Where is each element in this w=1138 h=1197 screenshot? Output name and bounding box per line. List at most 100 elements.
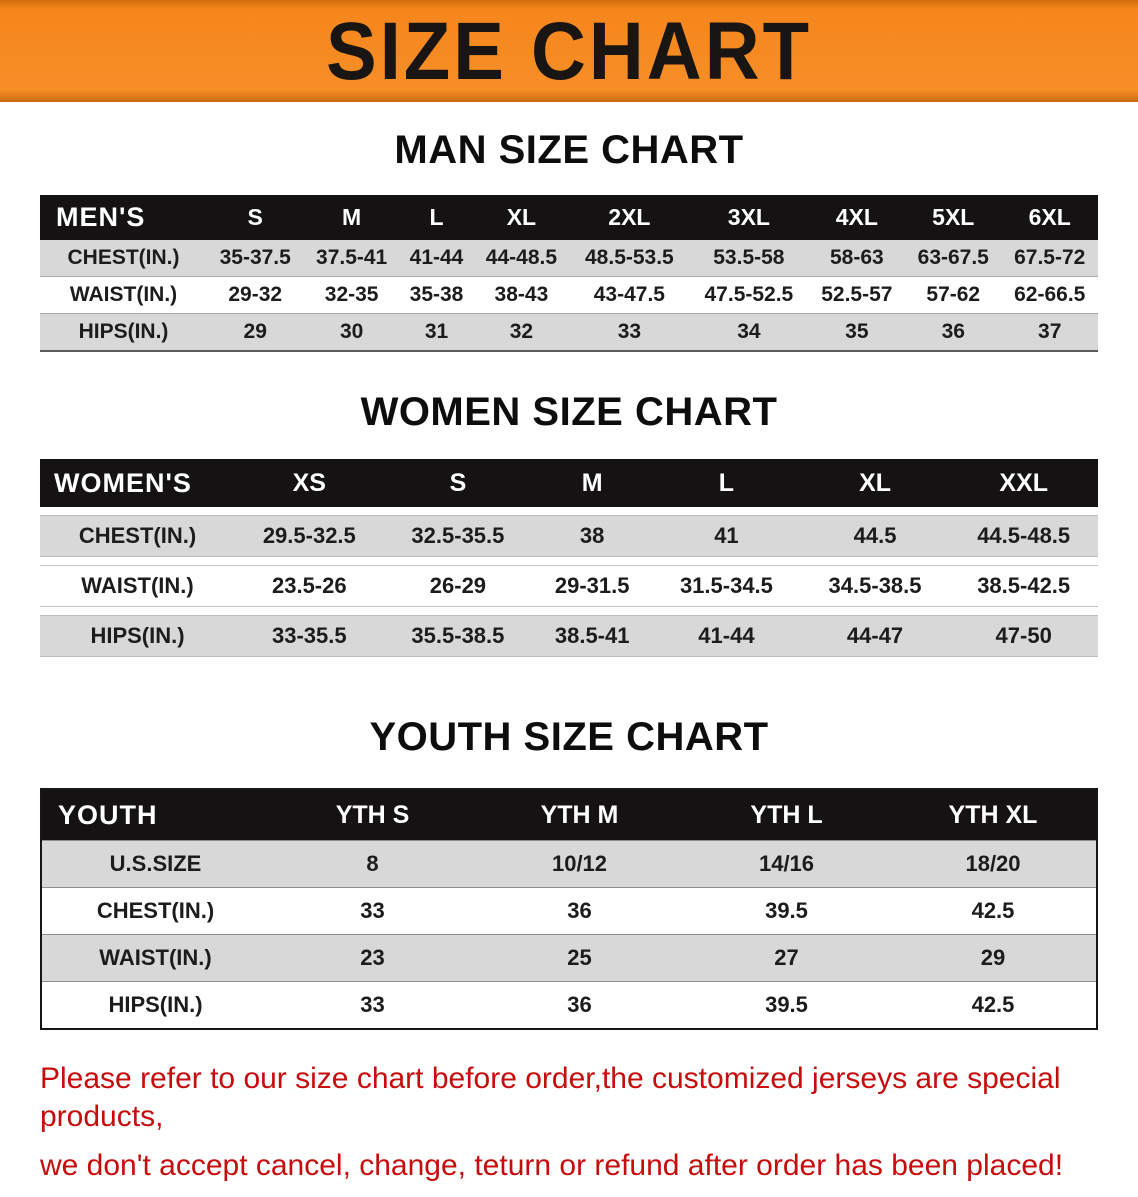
size-header-cell: 6XL bbox=[1001, 195, 1098, 240]
value-cell: 29-32 bbox=[228, 283, 283, 306]
row-label-cell: WAIST(IN.) bbox=[41, 934, 269, 982]
value-cell: 25 bbox=[476, 934, 683, 982]
size-header-cell: L bbox=[399, 195, 474, 240]
value-cell: 31 bbox=[424, 320, 449, 343]
value-cell: 14/16 bbox=[683, 840, 890, 888]
size-header-cell: XL bbox=[473, 195, 570, 240]
value-cell: 53.5-58 bbox=[713, 246, 785, 269]
value-cell: 41 bbox=[652, 515, 801, 557]
value-cell: 34 bbox=[737, 320, 761, 343]
row-label-cell: CHEST(IN.) bbox=[41, 887, 269, 935]
row-label-cell: WAIST(IN.) bbox=[69, 283, 178, 306]
value-cell: 31.5-34.5 bbox=[652, 565, 801, 607]
men-size-table: MEN'S S M L XL 2XL 3XL 4XL 5XL 6XL CHEST(IN.) 35-37… bbox=[40, 195, 1098, 352]
value-cell: 23.5-26 bbox=[235, 565, 384, 607]
value-cell: 41-44 bbox=[652, 615, 801, 657]
value-cell: 37 bbox=[1038, 320, 1062, 343]
value-cell: 58-63 bbox=[829, 246, 884, 269]
row-label-cell: HIPS(IN.) bbox=[41, 981, 269, 1029]
table-row: HIPS(IN.) 33-35.5 35.5-38.5 38.5-41 41-44 44-… bbox=[40, 615, 1098, 657]
value-cell: 38.5-41 bbox=[532, 615, 653, 657]
value-cell: 33-35.5 bbox=[235, 615, 384, 657]
row-label-cell: HIPS(IN.) bbox=[40, 615, 235, 657]
size-header-cell: YTH S bbox=[269, 789, 476, 841]
value-cell: 38 bbox=[532, 515, 653, 557]
disclaimer-line-2: we don't accept cancel, change, teturn o… bbox=[40, 1149, 1064, 1182]
youth-size-table: YOUTH YTH S YTH M YTH L YTH XL U.S.SIZE 8 10/12… bbox=[40, 788, 1098, 1030]
value-cell: 37.5-41 bbox=[316, 246, 388, 269]
table-header-row: YOUTH YTH S YTH M YTH L YTH XL bbox=[41, 789, 1097, 841]
value-cell: 18/20 bbox=[890, 840, 1097, 888]
value-cell: 27 bbox=[683, 934, 890, 982]
value-cell: 42.5 bbox=[890, 981, 1097, 1029]
value-cell: 39.5 bbox=[683, 887, 890, 935]
man-size-chart-heading: MAN SIZE CHART bbox=[394, 128, 744, 172]
table-title-cell: MEN'S bbox=[40, 195, 207, 240]
value-cell: 36 bbox=[941, 320, 965, 343]
value-cell: 33 bbox=[269, 981, 476, 1029]
value-cell: 32-35 bbox=[324, 283, 379, 306]
youth-size-chart-section: YOUTH SIZE CHART YOUTH YTH S YTH M YTH L YTH… bbox=[0, 715, 1138, 1030]
table-row: U.S.SIZE 8 10/12 14/16 18/20 bbox=[41, 840, 1097, 888]
table-header-row: MEN'S S M L XL 2XL 3XL 4XL 5XL 6XL bbox=[40, 195, 1098, 240]
value-cell: 33 bbox=[617, 320, 642, 343]
value-cell: 57-62 bbox=[926, 283, 981, 306]
table-row: WAIST(IN.) 23.5-26 26-29 29-31.5 31.5-34.5 34… bbox=[40, 565, 1098, 607]
table-row: HIPS(IN.) 33 36 39.5 42.5 bbox=[41, 981, 1097, 1029]
value-cell: 29 bbox=[890, 934, 1097, 982]
value-cell: 42.5 bbox=[890, 887, 1097, 935]
top-banner: SIZE CHART bbox=[0, 0, 1138, 102]
page-title: SIZE CHART bbox=[326, 5, 812, 97]
value-cell: 44-47 bbox=[800, 615, 950, 657]
row-label-cell: CHEST(IN.) bbox=[40, 515, 235, 557]
size-header-cell: YTH L bbox=[683, 789, 890, 841]
table-row: CHEST(IN.) 33 36 39.5 42.5 bbox=[41, 887, 1097, 935]
man-size-chart-section: MAN SIZE CHART MEN'S S M L XL 2XL 3XL 4XL 5XL 6XL… bbox=[0, 128, 1138, 352]
table-row: WAIST(IN.) 23 25 27 29 bbox=[41, 934, 1097, 982]
row-label-cell: U.S.SIZE bbox=[41, 840, 269, 888]
youth-size-chart-heading: YOUTH SIZE CHART bbox=[369, 715, 769, 759]
value-cell: 43-47.5 bbox=[593, 283, 665, 306]
size-header-cell: 3XL bbox=[689, 195, 809, 240]
row-label-cell: WAIST(IN.) bbox=[40, 565, 235, 607]
value-cell: 26-29 bbox=[383, 565, 533, 607]
value-cell: 8 bbox=[269, 840, 476, 888]
value-cell: 10/12 bbox=[476, 840, 683, 888]
value-cell: 29-31.5 bbox=[532, 565, 653, 607]
value-cell: 48.5-53.5 bbox=[585, 246, 674, 269]
value-cell: 35 bbox=[845, 320, 869, 343]
table-title-cell: YOUTH bbox=[41, 789, 269, 841]
value-cell: 44.5 bbox=[800, 515, 950, 557]
size-header-cell: YTH XL bbox=[890, 789, 1097, 841]
value-cell: 35.5-38.5 bbox=[383, 615, 533, 657]
value-cell: 30 bbox=[339, 320, 364, 343]
value-cell: 47.5-52.5 bbox=[704, 283, 794, 306]
value-cell: 32.5-35.5 bbox=[383, 515, 533, 557]
table-row: WAIST(IN.) 29-32 32-35 35-38 38-43 43-47.5 47.… bbox=[40, 277, 1098, 314]
value-cell: 47-50 bbox=[949, 615, 1098, 657]
value-cell: 35-37.5 bbox=[219, 246, 291, 269]
value-cell: 36 bbox=[476, 887, 683, 935]
size-header-cell: M bbox=[532, 459, 653, 507]
size-header-cell: 4XL bbox=[808, 195, 906, 240]
women-size-table: WOMEN'S XS S M L XL XXL CHEST(IN.) 29.5-32.5 32.5… bbox=[40, 451, 1098, 665]
size-header-cell: S bbox=[207, 195, 304, 240]
table-row: CHEST(IN.) 29.5-32.5 32.5-35.5 38 41 44.5 44.5… bbox=[40, 515, 1098, 557]
value-cell: 52.5-57 bbox=[821, 283, 893, 306]
women-size-chart-section: WOMEN SIZE CHART WOMEN'S XS S M L XL XXL CHEST(… bbox=[0, 390, 1138, 665]
size-header-cell: YTH M bbox=[476, 789, 683, 841]
value-cell: 39.5 bbox=[683, 981, 890, 1029]
size-header-cell: 2XL bbox=[569, 195, 690, 240]
size-header-cell: 5XL bbox=[905, 195, 1002, 240]
value-cell: 67.5-72 bbox=[1014, 246, 1086, 269]
value-cell: 36 bbox=[476, 981, 683, 1029]
value-cell: 63-67.5 bbox=[917, 246, 989, 269]
value-cell: 32 bbox=[509, 320, 534, 343]
disclaimer-line-1: Please refer to our size chart before or… bbox=[40, 1062, 1061, 1133]
value-cell: 23 bbox=[269, 934, 476, 982]
size-header-cell: L bbox=[652, 459, 801, 507]
row-label-cell: CHEST(IN.) bbox=[67, 246, 180, 269]
row-label-cell: HIPS(IN.) bbox=[78, 320, 169, 343]
table-header-row: WOMEN'S XS S M L XL XXL bbox=[40, 459, 1098, 507]
size-header-cell: XXL bbox=[949, 459, 1098, 507]
